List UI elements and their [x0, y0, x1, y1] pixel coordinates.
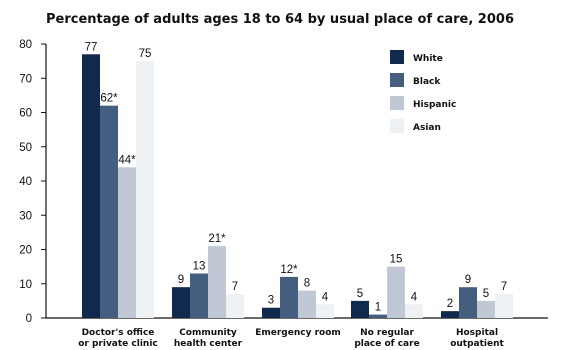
data-label: 15 — [390, 254, 403, 266]
y-tick-label: 70 — [19, 73, 32, 85]
data-label: 1 — [375, 302, 381, 314]
data-label: 4 — [411, 291, 418, 303]
chart-title: Percentage of adults ages 18 to 64 by us… — [46, 12, 514, 27]
legend-swatch-hispanic — [390, 96, 404, 110]
category-label: Emergency room — [255, 328, 341, 338]
bar-asian — [495, 294, 513, 318]
legend-label-white: White — [413, 54, 443, 64]
category-label: place of care — [354, 339, 419, 349]
bar-hispanic — [477, 300, 495, 318]
data-label: 7 — [501, 281, 507, 293]
data-label: 5 — [357, 288, 363, 300]
y-tick-label: 50 — [19, 142, 32, 154]
data-label: 77 — [85, 41, 98, 53]
bar-white — [351, 300, 369, 318]
bar-hispanic — [387, 266, 405, 318]
bar-hispanic — [208, 246, 226, 318]
bar-black — [459, 287, 477, 318]
legend: White Black Hispanic Asian — [390, 50, 456, 133]
category-label: Community — [179, 328, 237, 338]
bar-asian — [316, 304, 334, 318]
data-label: 21* — [208, 233, 226, 245]
bar-white — [172, 287, 190, 318]
bar-asian — [226, 294, 244, 318]
legend-swatch-black — [390, 73, 404, 87]
data-label: 12* — [280, 264, 298, 276]
legend-label-black: Black — [413, 77, 441, 87]
data-label: 7 — [232, 281, 238, 293]
data-label: 44* — [118, 154, 136, 166]
y-tick-label: 80 — [19, 39, 32, 51]
category-label: outpatient — [450, 339, 504, 349]
bar-black — [190, 273, 208, 318]
bar-hispanic — [118, 167, 136, 318]
bar-white — [82, 54, 100, 319]
data-label: 5 — [483, 288, 489, 300]
data-label: 8 — [304, 278, 310, 290]
data-label: 4 — [322, 291, 329, 303]
legend-swatch-asian — [390, 119, 404, 133]
y-tick-label: 40 — [19, 176, 32, 188]
data-label: 75 — [139, 48, 152, 60]
bar-black — [280, 276, 298, 318]
y-tick-label: 30 — [19, 210, 32, 222]
bar-black — [100, 105, 118, 319]
data-label: 3 — [268, 295, 274, 307]
category-label: Doctor's office — [82, 328, 155, 338]
data-label: 2 — [447, 298, 453, 310]
data-label: 9 — [178, 274, 184, 286]
data-label: 13 — [193, 260, 206, 272]
bar-black — [369, 314, 387, 318]
bar-hispanic — [298, 290, 316, 318]
y-tick-label: 10 — [19, 279, 32, 291]
data-label: 62* — [100, 93, 118, 105]
data-label: 9 — [465, 274, 471, 286]
legend-swatch-white — [390, 50, 404, 64]
bar-asian — [136, 61, 154, 318]
category-label: health center — [174, 339, 243, 349]
category-label: No regular — [360, 328, 414, 338]
legend-label-asian: Asian — [413, 123, 441, 133]
category-label: Hospital — [456, 328, 498, 338]
y-tick-label: 60 — [19, 108, 32, 120]
legend-label-hispanic: Hispanic — [413, 100, 456, 110]
category-label: or private clinic — [78, 339, 158, 349]
bar-white — [262, 307, 280, 318]
y-tick-label: 0 — [26, 313, 32, 325]
bar-asian — [405, 304, 423, 318]
y-tick-label: 20 — [19, 245, 32, 257]
bar-white — [441, 311, 459, 318]
